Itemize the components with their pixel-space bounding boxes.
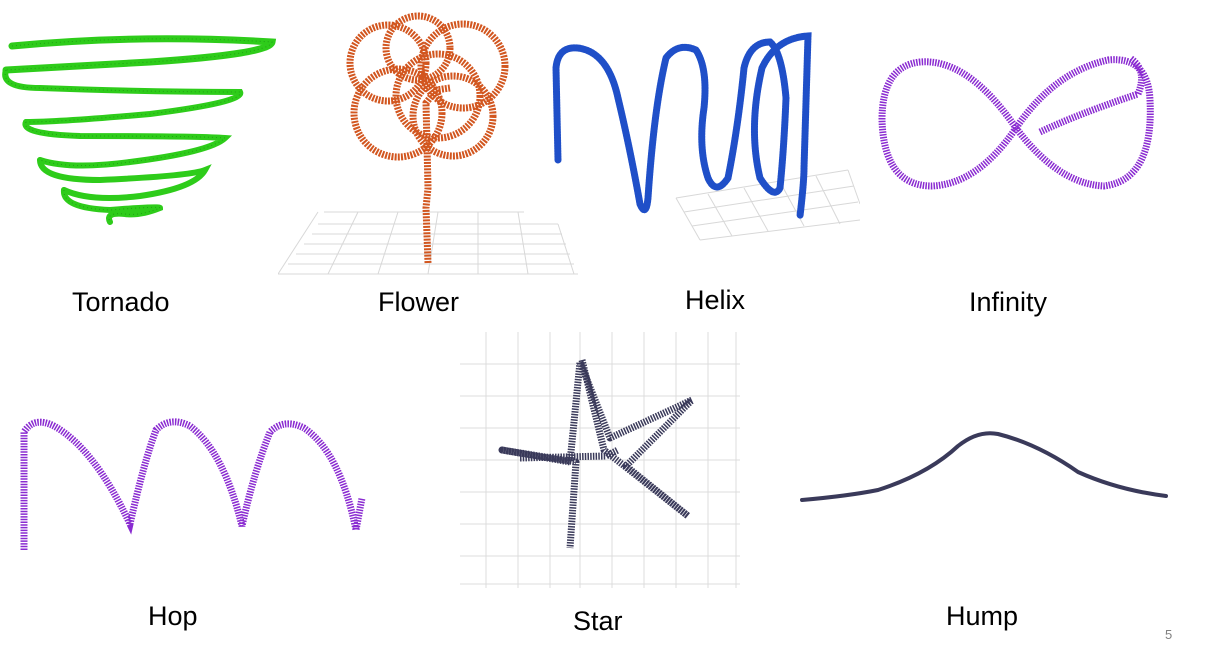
hump-drawing — [800, 431, 1168, 502]
hop-label: Hop — [148, 601, 198, 631]
tornado-trajectory-image — [0, 30, 285, 230]
helix-trajectory-image — [548, 28, 860, 250]
star-label: Star — [573, 606, 623, 636]
star-trajectory-image — [460, 332, 740, 588]
infinity-label: Infinity — [969, 287, 1048, 317]
hop-trajectory-image — [14, 412, 376, 554]
tornado-drawing — [2, 35, 277, 225]
helix-label: Helix — [685, 285, 746, 315]
infinity-trajectory-image — [868, 40, 1163, 202]
hump-label: Hump — [946, 601, 1019, 631]
star-drawing — [460, 332, 740, 588]
page-number: 5 — [1165, 627, 1173, 642]
helix-drawing — [552, 32, 860, 241]
hop-drawing — [20, 418, 366, 550]
flower-label: Flower — [378, 287, 460, 317]
hump-trajectory-image — [798, 424, 1170, 506]
infinity-drawing — [878, 55, 1154, 190]
flower-drawing — [278, 12, 578, 275]
flower-trajectory-image — [278, 8, 578, 276]
tornado-label: Tornado — [72, 287, 170, 317]
